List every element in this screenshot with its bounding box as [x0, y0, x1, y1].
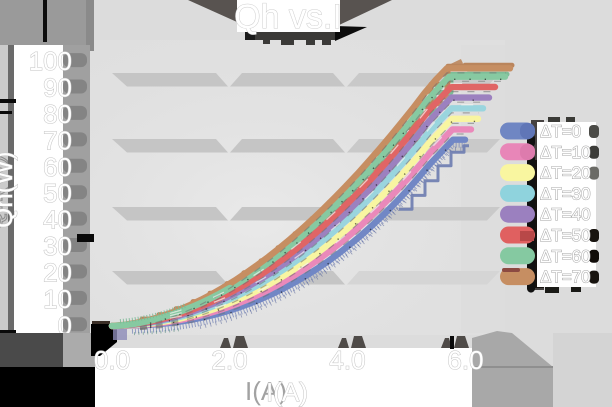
svg-text:ΔT=50: ΔT=50 [540, 226, 591, 245]
svg-text:100: 100 [29, 46, 72, 76]
svg-text:ΔT=60: ΔT=60 [540, 247, 591, 266]
svg-text:4.0: 4.0 [329, 345, 365, 375]
svg-text:40: 40 [43, 205, 72, 235]
svg-text:Qh vs.I: Qh vs.I [234, 0, 342, 36]
svg-text:2.0: 2.0 [211, 345, 247, 375]
svg-text:ΔT=70: ΔT=70 [540, 268, 591, 287]
svg-text:ΔT=20: ΔT=20 [540, 164, 591, 183]
svg-text:90: 90 [43, 73, 72, 103]
svg-text:ΔT=40: ΔT=40 [540, 205, 591, 224]
svg-text:30: 30 [43, 231, 72, 261]
svg-text:10: 10 [43, 284, 72, 314]
svg-text:20: 20 [43, 258, 72, 288]
svg-text:I(A): I(A) [266, 377, 308, 407]
svg-text:50: 50 [43, 178, 72, 208]
svg-text:0.0: 0.0 [94, 345, 130, 375]
svg-text:ΔT=0: ΔT=0 [540, 122, 581, 141]
svg-text:80: 80 [43, 99, 72, 129]
svg-text:60: 60 [43, 152, 72, 182]
svg-text:70: 70 [43, 125, 72, 155]
svg-text:ΔT=30: ΔT=30 [540, 184, 591, 203]
svg-text:6.0: 6.0 [447, 345, 483, 375]
svg-text:ΔT=10: ΔT=10 [540, 143, 591, 162]
svg-text:I(A): I(A) [245, 376, 287, 406]
svg-text:Qh(W): Qh(W) [0, 151, 18, 228]
svg-text:Qh(W): Qh(W) [0, 154, 8, 231]
